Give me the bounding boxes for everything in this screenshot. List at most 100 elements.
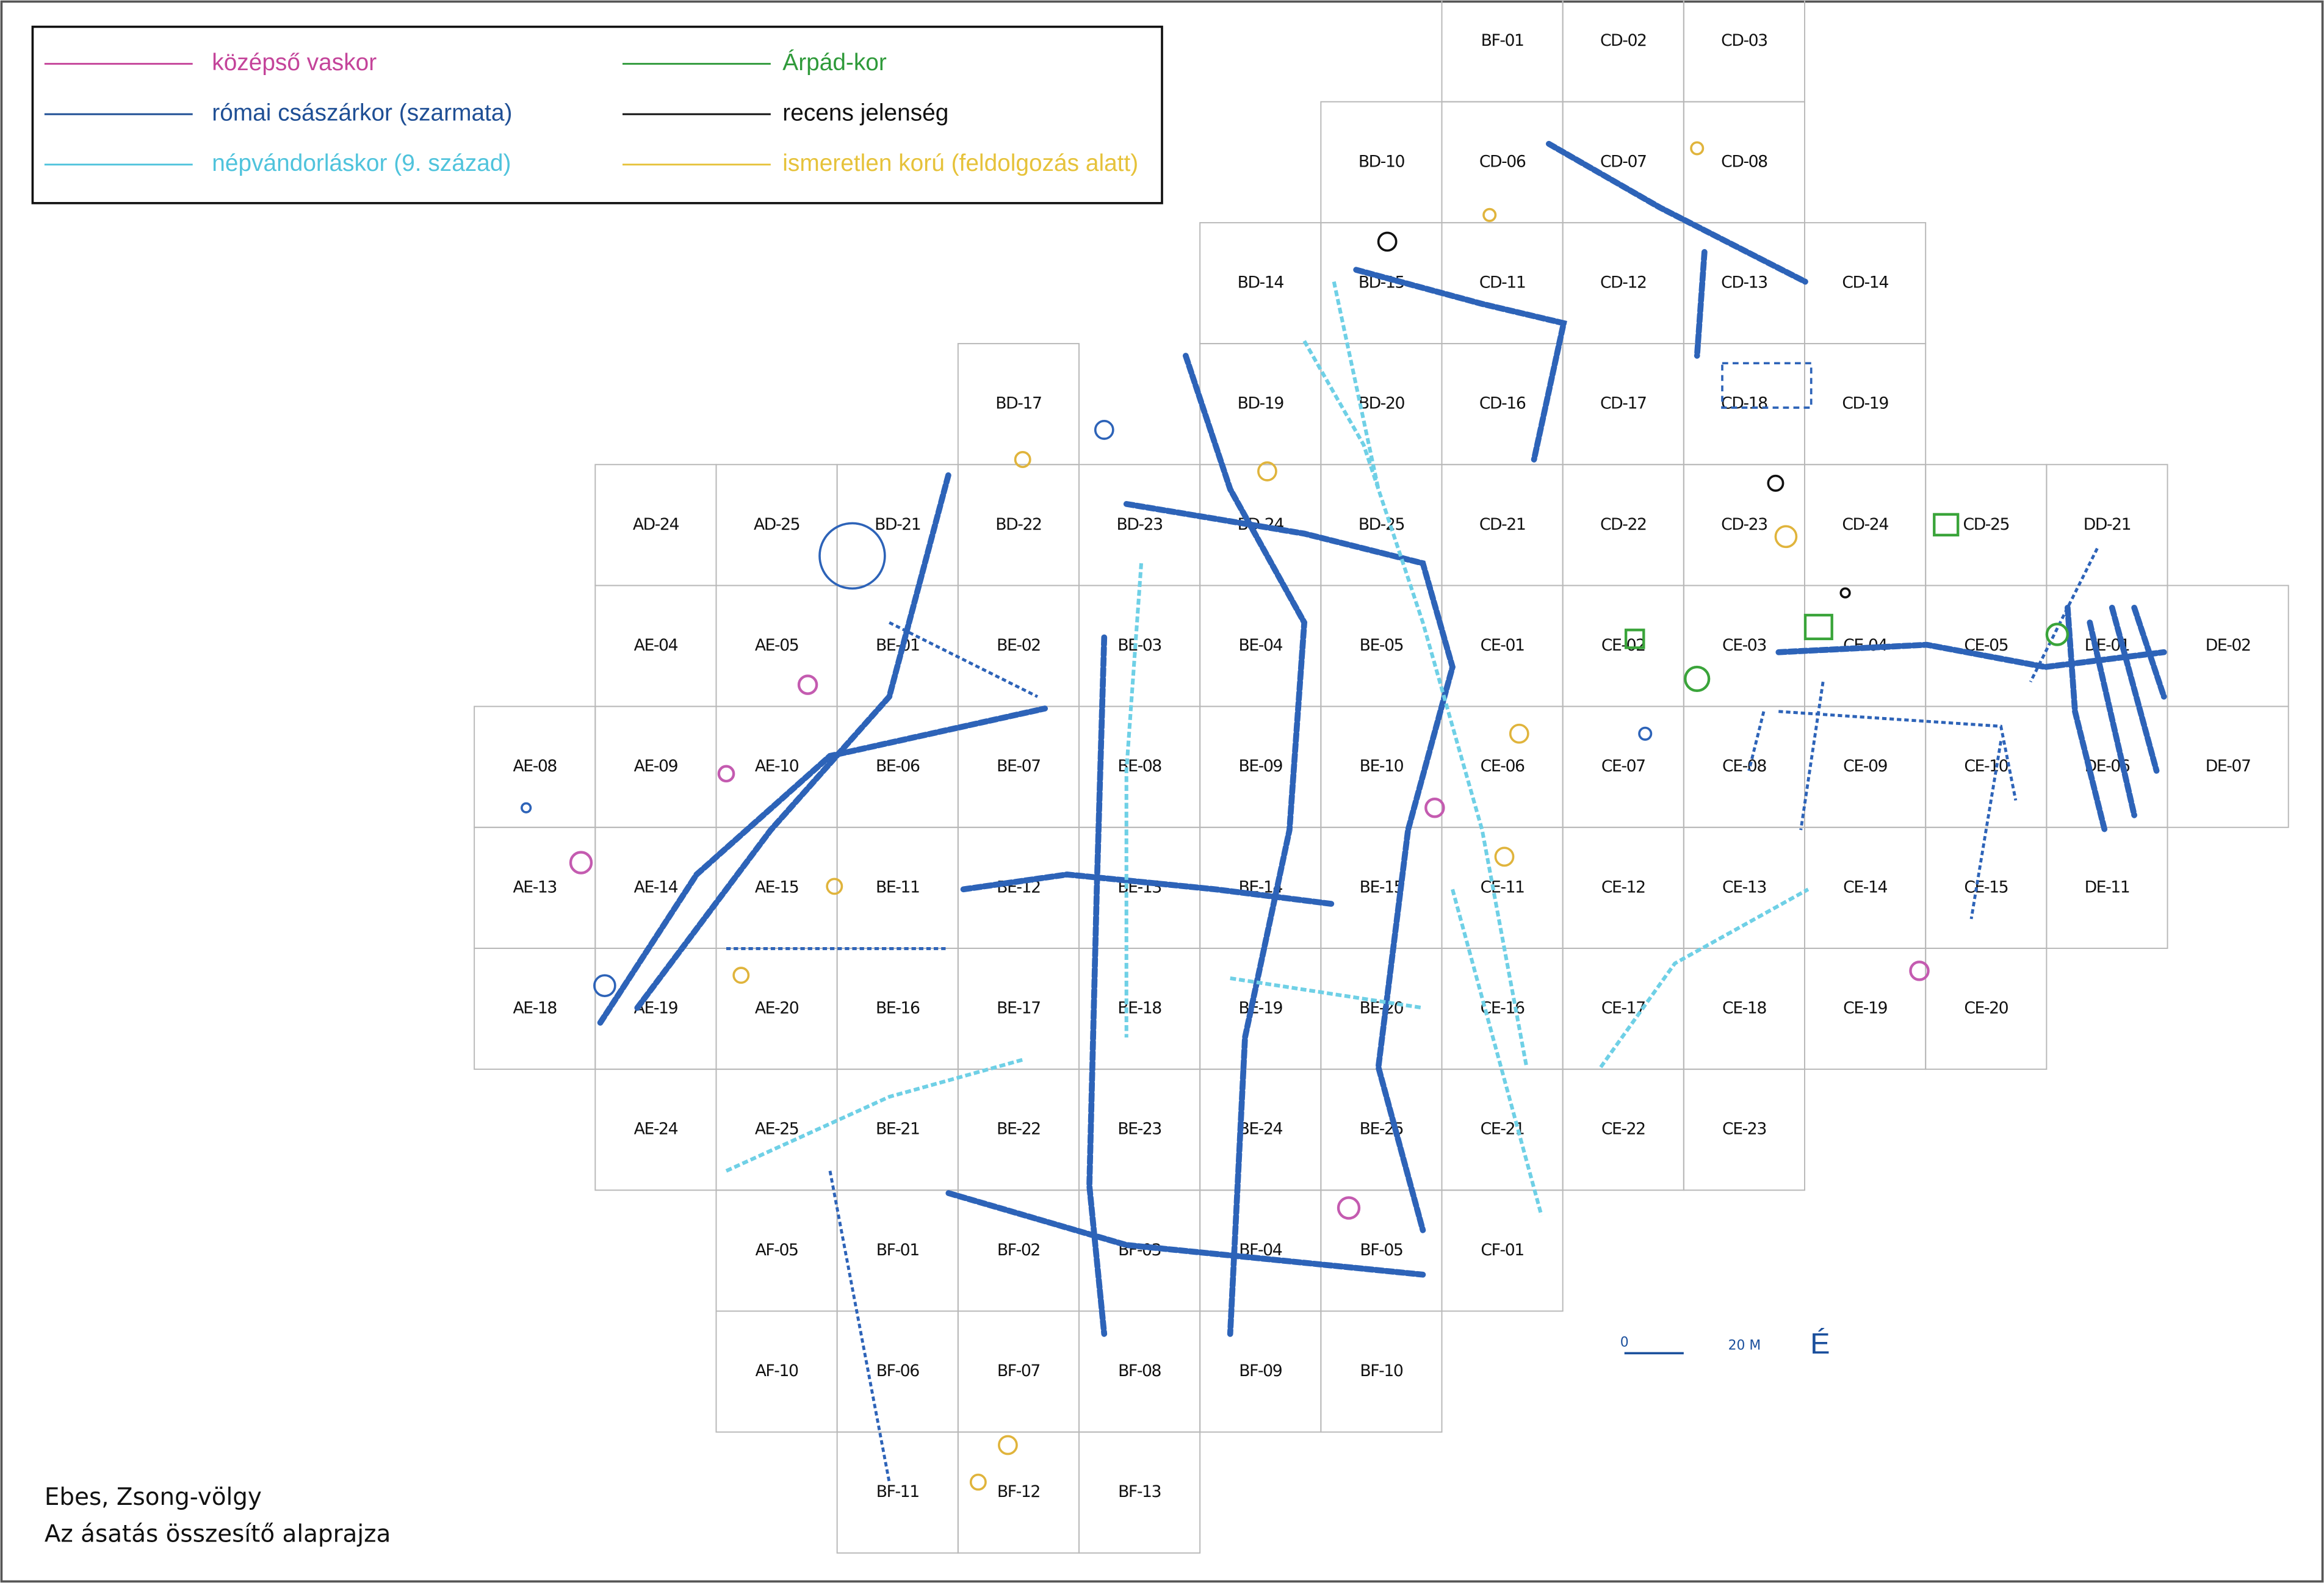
caption-subtitle: Az ásatás összesítő alaprajza — [45, 1521, 391, 1548]
grid-cell-label: BF-10 — [1360, 1361, 1402, 1380]
grid-cell-label: CD-08 — [1721, 152, 1767, 171]
grid-cell-label: CD-11 — [1479, 273, 1526, 292]
grid-cell-label: BD-22 — [995, 515, 1041, 534]
grid-cell-label: BF-02 — [997, 1241, 1040, 1260]
grid-cell-label: CD-25 — [1963, 515, 2010, 534]
grid-cell-label: BF-08 — [1118, 1361, 1161, 1380]
grid-cell-label: BE-05 — [1360, 636, 1404, 655]
grid-cell-label: BE-08 — [1117, 757, 1161, 776]
grid-cell-label: CD-24 — [1842, 515, 1888, 534]
grid-cell-label: CE-15 — [1964, 878, 2008, 896]
grid-cell-label: DE-07 — [2206, 757, 2251, 776]
grid-cell-label: CD-21 — [1479, 515, 1526, 534]
grid-cell-label: CD-19 — [1842, 394, 1888, 413]
grid-cell-label: CD-16 — [1479, 394, 1526, 413]
legend-label: középső vaskor — [212, 49, 377, 76]
grid-cell-label: CE-19 — [1843, 999, 1887, 1018]
grid-cell-label: BF-11 — [876, 1482, 919, 1501]
grid-cell-label: BF-01 — [876, 1241, 919, 1260]
grid-cell-label: BE-18 — [1117, 999, 1161, 1018]
grid-cell-label: BF-05 — [1360, 1241, 1402, 1260]
grid-cell-label: CE-22 — [1601, 1120, 1645, 1139]
grid-cell-label: BE-01 — [876, 636, 920, 655]
grid-cell-label: BD-21 — [875, 515, 920, 534]
grid-cell-label: AE-18 — [513, 999, 557, 1018]
grid-cell-label: CD-03 — [1721, 31, 1767, 50]
grid-cell-label: CD-18 — [1721, 394, 1767, 413]
legend-label: recens jelenség — [782, 99, 948, 126]
grid-cell-label: AF-05 — [756, 1241, 798, 1260]
grid-cell-label: CD-06 — [1479, 152, 1526, 171]
grid-cell-label: BE-23 — [1117, 1120, 1161, 1139]
grid-cell-label: CD-23 — [1721, 515, 1767, 534]
page-frame — [1, 2, 2322, 1582]
grid-cell-label: CF-01 — [1481, 1241, 1523, 1260]
grid-cell-label: DE-11 — [2085, 878, 2130, 896]
grid-cell-label: CE-23 — [1722, 1120, 1766, 1139]
grid-cell-label: BD-25 — [1359, 515, 1404, 534]
excavation-plan: BF-01 CD-02 CD-03 BD-10 CD-06 CD-07 CD-08 BD-14… — [0, 0, 2324, 1583]
grid-cell-label: BF-06 — [876, 1361, 919, 1380]
scale-end: 20 M — [1728, 1338, 1761, 1353]
grid-cell-label: BE-07 — [997, 757, 1041, 776]
grid-cell-label: CD-22 — [1600, 515, 1647, 534]
grid-cell-label: BD-20 — [1359, 394, 1405, 413]
grid-cell-label: CE-02 — [1601, 636, 1645, 655]
scale-start: 0 — [1620, 1335, 1629, 1350]
grid-cell-label: AE-20 — [755, 999, 799, 1018]
grid-cell-label: BE-04 — [1238, 636, 1282, 655]
grid-cell-label: AE-04 — [634, 636, 678, 655]
grid-cell-label: BF-07 — [997, 1361, 1040, 1380]
grid-cell-label: CD-17 — [1600, 394, 1647, 413]
grid-cell-label: CE-01 — [1481, 636, 1525, 655]
grid-cell-label: BE-09 — [1238, 757, 1282, 776]
grid-cell-label: AE-05 — [755, 636, 798, 655]
grid-cell-label: AE-08 — [513, 757, 557, 776]
grid-cell-label: BF-13 — [1118, 1482, 1161, 1501]
grid-cell-label: AD-25 — [754, 515, 799, 534]
grid-cell-label: DD-21 — [2084, 515, 2131, 534]
grid-cell-label: AF-10 — [756, 1361, 798, 1380]
grid-cell-label: AE-10 — [755, 757, 799, 776]
grid-cell-label: AE-25 — [755, 1120, 798, 1139]
grid-cell-label: BD-23 — [1116, 515, 1162, 534]
grid-cell-label: BF-01 — [1481, 31, 1524, 50]
grid-cell-label: BE-21 — [876, 1120, 920, 1139]
grid-cell-label: CD-02 — [1600, 31, 1647, 50]
legend-label: római császárkor (szarmata) — [212, 99, 512, 126]
grid-cell-label: BE-06 — [876, 757, 920, 776]
legend: középső vaskor római császárkor (szarmata… — [32, 27, 1162, 203]
grid-cell-label: BF-12 — [997, 1482, 1040, 1501]
grid-cell-label: CE-12 — [1601, 878, 1645, 896]
grid-cell-label: BE-15 — [1360, 878, 1404, 896]
grid-cell-label: CE-13 — [1722, 878, 1766, 896]
grid-cell-label: CE-20 — [1964, 999, 2008, 1018]
grid-cell-label: BE-02 — [997, 636, 1041, 655]
grid-cell-label: AE-14 — [634, 878, 678, 896]
legend-label: Árpád-kor — [782, 49, 887, 76]
grid-cell-label: BD-14 — [1238, 273, 1284, 292]
grid-cell-label: CE-07 — [1601, 757, 1645, 776]
grid-cell-label: BD-10 — [1359, 152, 1405, 171]
grid-cell-label: BD-19 — [1238, 394, 1284, 413]
grid-cell-label: BE-17 — [997, 999, 1041, 1018]
grid-cell-label: BE-16 — [876, 999, 920, 1018]
legend-box — [32, 27, 1162, 203]
grid-cell-label: CD-13 — [1721, 273, 1767, 292]
grid-cell-label: BE-19 — [1238, 999, 1282, 1018]
grid-cell-label: BE-03 — [1117, 636, 1161, 655]
grid-cell-label: CD-14 — [1842, 273, 1888, 292]
grid-cell-label: CE-18 — [1722, 999, 1766, 1018]
grid-cell-label: AD-24 — [633, 515, 679, 534]
grid-cell-label: BE-10 — [1360, 757, 1404, 776]
grid-cell-label: CE-10 — [1964, 757, 2008, 776]
grid-cell-label: CE-14 — [1843, 878, 1887, 896]
grid-cell-label: CD-07 — [1600, 152, 1647, 171]
grid-cell-label: AE-09 — [634, 757, 678, 776]
legend-label: népvándorláskor (9. század) — [212, 150, 511, 176]
grid-cell-label: BD-17 — [995, 394, 1041, 413]
grid-cell-label: CE-11 — [1481, 878, 1525, 896]
grid-cell-label: BF-09 — [1239, 1361, 1282, 1380]
grid-cell-label: CE-09 — [1843, 757, 1887, 776]
grid-cell-label: CE-08 — [1722, 757, 1766, 776]
